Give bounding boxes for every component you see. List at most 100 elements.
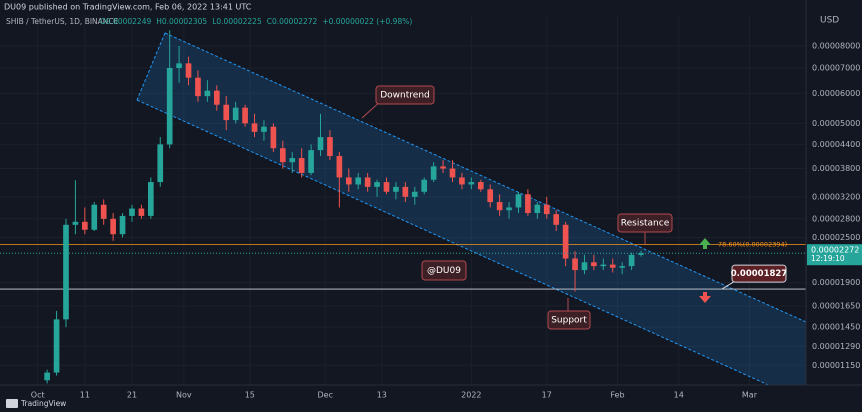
x-tick-label: 13 [377, 391, 387, 400]
label-box [421, 260, 467, 281]
chart-title: SHIB / TetherUS, 1D, BINANCE [6, 17, 119, 26]
y-tick-label: 0.00001290 [812, 342, 860, 351]
grid [0, 15, 806, 385]
logo [6, 399, 18, 408]
channel [136, 32, 806, 385]
candle-body [213, 90, 220, 105]
annotation: Downtrend [380, 91, 430, 101]
candle-body [270, 126, 277, 149]
x-tick-label: Oct [31, 391, 45, 400]
y-tick-label: 0.00001150 [812, 361, 860, 370]
currency: USD [820, 16, 839, 26]
candle-body [581, 262, 588, 271]
candle-body [166, 68, 173, 145]
candle-body [148, 182, 154, 216]
candle-body [562, 224, 569, 259]
y-tick-label: 0.00005000 [812, 119, 860, 128]
x-tick-label: Mar [742, 391, 758, 400]
legend-item: H0.00002305 [156, 17, 207, 26]
candle-body [609, 264, 616, 268]
candle-body [100, 204, 107, 219]
y-tick-label: 0.00001450 [812, 323, 860, 332]
candle-body [204, 90, 211, 97]
candle-body [619, 266, 626, 268]
x-tick-label: Nov [176, 391, 192, 400]
candle-body [487, 189, 494, 203]
channel-lower [136, 99, 770, 385]
candle-body [477, 182, 484, 190]
candle-body [534, 204, 541, 214]
candle-body [251, 123, 258, 132]
candle-body [223, 104, 230, 121]
candle-body [402, 186, 409, 197]
candle-body [600, 264, 607, 267]
price-label: 0.00001827 [731, 269, 788, 279]
candle-body [364, 177, 371, 187]
candle-body [449, 168, 456, 178]
levels: 78.60%(0.00002394) 0.00001827 [0, 241, 806, 290]
candle-body [327, 137, 333, 157]
candle-body [53, 319, 60, 373]
candle-body [63, 224, 69, 320]
legend-item: O0.00002249 [100, 17, 151, 26]
last-price: 0.00002272 [811, 246, 859, 255]
candle-body [355, 177, 362, 185]
candle-body [591, 262, 597, 267]
label-box [547, 310, 591, 330]
candle-body [317, 137, 324, 151]
annotation: Resistance [621, 219, 670, 229]
candle-body [468, 182, 475, 185]
candle-body [242, 107, 248, 124]
y-tick-label: 0.00003200 [812, 192, 860, 201]
candle-body [628, 254, 635, 267]
candle-body [421, 179, 428, 192]
candles [44, 30, 644, 384]
y-tick-label: 0.00007000 [812, 64, 860, 73]
candle-body [308, 150, 314, 173]
y-tick-label: 0.00008000 [812, 42, 860, 51]
x-tick-label: 14 [674, 391, 684, 400]
candle-body [72, 221, 79, 225]
annotation: @DU09 [427, 266, 461, 276]
up-arrow [699, 238, 711, 249]
x-tick-label: Feb [610, 391, 624, 400]
legend-item: C0.00002272 [267, 17, 318, 26]
price-label-box [731, 264, 787, 283]
x-tick-label: Dec [317, 391, 332, 400]
x-tick-label: 11 [80, 391, 90, 400]
candle-body [110, 218, 116, 235]
candle-body [506, 207, 512, 211]
candle-body [176, 63, 182, 69]
legend-item: +0.00000022 (+0.98%) [322, 17, 412, 26]
x-tick-label: 17 [542, 391, 552, 400]
x-tick-label: 21 [127, 391, 137, 400]
candle-body [543, 204, 550, 215]
down-arrow [699, 292, 711, 303]
fib-label: 78.60%(0.00002394) [718, 241, 787, 249]
candle-body [261, 126, 267, 132]
footer: TradingView [20, 399, 66, 408]
candle-body [138, 208, 145, 216]
candle-body [496, 202, 503, 211]
candle-body [440, 166, 446, 169]
candle-body [91, 204, 98, 230]
candle-body [119, 215, 126, 235]
channel-fill [137, 33, 806, 385]
x-tick-label: 15 [245, 391, 255, 400]
y-tick-label: 0.00003800 [812, 164, 860, 173]
candle-body [515, 194, 522, 208]
candle-body [157, 144, 164, 183]
candle-body [298, 158, 305, 173]
candle-body [430, 166, 437, 180]
annotation: Support [551, 316, 587, 326]
label-box [617, 213, 673, 233]
pointer [721, 280, 736, 290]
last-price-tag [807, 244, 862, 266]
candle-body [572, 258, 578, 271]
candle-body [525, 194, 531, 214]
channel-upper [164, 32, 806, 323]
y-tick-label: 0.00006000 [812, 89, 860, 98]
candle-body [82, 221, 88, 230]
label-box [375, 85, 435, 105]
